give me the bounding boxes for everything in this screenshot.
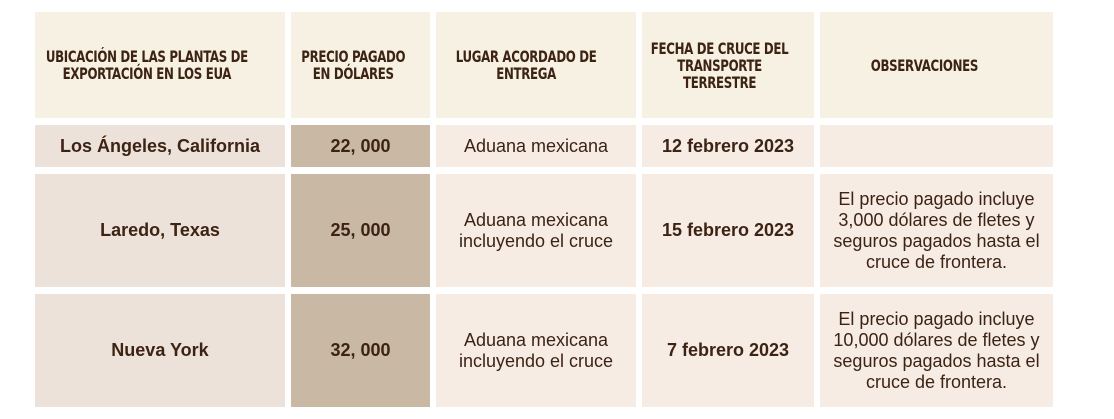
header-ubicacion: UBICACIÓN DE LAS PLANTAS DE EXPORTACIÓN … xyxy=(35,12,285,118)
header-observaciones-label: OBSERVACIONES xyxy=(825,56,1024,74)
header-lugar: LUGAR ACORDADO DE ENTREGA xyxy=(436,12,636,118)
table-cell-precio: 25, 000 xyxy=(291,174,430,287)
table-cell-fecha: 7 febrero 2023 xyxy=(642,294,814,407)
table-cell-ubicacion: Laredo, Texas xyxy=(35,174,285,287)
table-cell-ubicacion: Nueva York xyxy=(35,294,285,407)
header-lugar-label: LUGAR ACORDADO DE ENTREGA xyxy=(442,48,610,82)
header-fecha: FECHA DE CRUCE DEL TRANSPORTE TERRESTRE xyxy=(642,12,814,118)
table-cell-ubicacion: Los Ángeles, California xyxy=(35,125,285,167)
table-cell-fecha: 12 febrero 2023 xyxy=(642,125,814,167)
header-fecha-label: FECHA DE CRUCE DEL TRANSPORTE TERRESTRE xyxy=(648,39,791,91)
header-ubicacion-label: UBICACIÓN DE LAS PLANTAS DE EXPORTACIÓN … xyxy=(40,48,254,82)
table-cell-precio: 22, 000 xyxy=(291,125,430,167)
table-cell-lugar: Aduana mexicana incluyendo el cruce xyxy=(436,174,636,287)
table-cell-observaciones: El precio pagado incluye 10,000 dólares … xyxy=(820,294,1053,407)
table-cell-precio: 32, 000 xyxy=(291,294,430,407)
header-observaciones: OBSERVACIONES xyxy=(820,12,1053,118)
table-cell-lugar: Aduana mexicana xyxy=(436,125,636,167)
table-cell-lugar: Aduana mexicana incluyendo el cruce xyxy=(436,294,636,407)
header-precio-label: PRECIO PAGADO EN DÓLARES xyxy=(297,48,410,82)
export-table: UBICACIÓN DE LAS PLANTAS DE EXPORTACIÓN … xyxy=(35,12,1053,407)
table-cell-observaciones: El precio pagado incluye 3,000 dólares d… xyxy=(820,174,1053,287)
header-precio: PRECIO PAGADO EN DÓLARES xyxy=(291,12,430,118)
table-cell-fecha: 15 febrero 2023 xyxy=(642,174,814,287)
table-cell-observaciones xyxy=(820,125,1053,167)
